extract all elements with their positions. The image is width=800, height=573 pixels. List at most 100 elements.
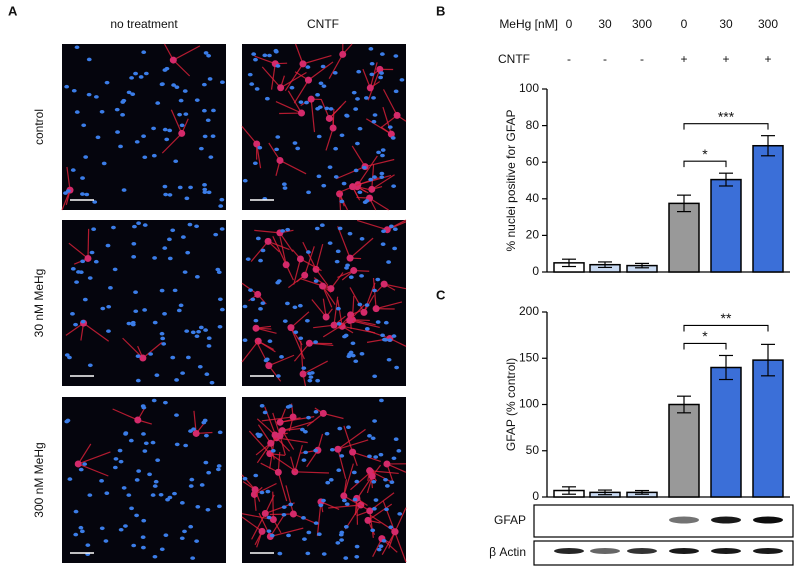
- error-bar: [719, 354, 733, 381]
- nucleus: [174, 378, 179, 382]
- cell-body: [253, 140, 261, 148]
- nucleus: [87, 493, 93, 497]
- nucleus: [320, 64, 326, 69]
- nucleus: [160, 336, 166, 341]
- cell-body: [376, 65, 384, 73]
- cell-process: [254, 229, 280, 234]
- nucleus: [111, 225, 116, 230]
- nucleus: [295, 146, 301, 151]
- nucleus: [140, 535, 146, 539]
- micrograph-bg: [62, 397, 226, 563]
- nucleus: [339, 199, 345, 204]
- nucleus: [104, 80, 110, 85]
- nucleus: [380, 148, 386, 152]
- error-bar: [635, 489, 649, 495]
- cell-process: [293, 258, 302, 285]
- nucleus: [217, 297, 223, 302]
- nucleus: [206, 336, 212, 340]
- nucleus: [371, 480, 377, 484]
- nucleus: [341, 181, 347, 186]
- cell-process: [256, 442, 272, 464]
- micrograph: [62, 397, 226, 563]
- nucleus: [287, 404, 293, 408]
- nucleus: [264, 357, 270, 362]
- nucleus: [387, 125, 393, 129]
- nucleus: [131, 543, 137, 548]
- cell-body: [346, 254, 354, 262]
- significance-bracket: [683, 123, 769, 130]
- nucleus: [350, 353, 356, 358]
- nucleus: [114, 107, 120, 112]
- nucleus: [375, 277, 381, 282]
- nucleus: [373, 455, 379, 459]
- nucleus: [316, 532, 322, 536]
- nucleus: [354, 479, 360, 484]
- nucleus: [379, 175, 385, 179]
- nucleus: [170, 228, 176, 233]
- nucleus: [153, 479, 159, 484]
- nucleus: [393, 54, 399, 58]
- nucleus: [164, 66, 170, 71]
- table-cell: +: [764, 52, 771, 66]
- cell-body: [380, 280, 388, 288]
- cell-body: [282, 261, 290, 269]
- blot-band: [590, 548, 620, 554]
- nucleus: [293, 330, 299, 334]
- nucleus: [83, 155, 89, 159]
- cell-body: [340, 492, 348, 500]
- nucleus: [174, 413, 179, 417]
- cell-process: [78, 451, 111, 465]
- cell-body: [319, 282, 327, 290]
- cell-process: [358, 475, 373, 496]
- table-cell: -: [603, 52, 607, 66]
- nucleus: [141, 545, 146, 550]
- nucleus: [180, 371, 186, 375]
- error-bar: [761, 343, 775, 377]
- nucleus: [185, 250, 191, 255]
- cell-process: [328, 54, 344, 80]
- cell-process: [272, 235, 287, 266]
- blot-band: [627, 548, 657, 554]
- cell-process: [335, 166, 366, 180]
- nucleus: [303, 429, 308, 434]
- cell-process: [343, 425, 354, 453]
- cell-process: [302, 54, 332, 65]
- nucleus: [196, 329, 202, 334]
- nucleus: [306, 530, 312, 535]
- nucleus: [201, 82, 207, 87]
- nucleus: [172, 491, 177, 496]
- nucleus: [267, 53, 272, 58]
- cell-body: [307, 95, 315, 103]
- cell-process: [261, 66, 282, 89]
- nucleus: [101, 161, 107, 166]
- nucleus: [188, 524, 194, 529]
- nucleus: [202, 134, 208, 139]
- cell-process: [367, 503, 393, 521]
- nucleus: [135, 354, 141, 358]
- nucleus: [199, 483, 205, 487]
- y-tick-label: 0: [532, 264, 539, 278]
- cell-process: [382, 89, 398, 116]
- cell-process: [337, 299, 343, 327]
- table-cell: 30: [598, 17, 612, 31]
- error-bar: [598, 489, 612, 496]
- nucleus: [389, 480, 395, 484]
- cell-process: [364, 158, 395, 168]
- nucleus: [391, 334, 397, 338]
- nucleus: [297, 303, 303, 308]
- nucleus: [217, 430, 223, 435]
- nucleus: [348, 275, 354, 279]
- cell-process: [281, 430, 295, 450]
- cell-process: [254, 55, 276, 65]
- nucleus: [203, 51, 209, 55]
- nucleus: [141, 134, 146, 138]
- nucleus: [106, 329, 111, 333]
- cell-process: [343, 463, 354, 497]
- nucleus: [64, 84, 70, 89]
- nucleus: [396, 449, 402, 453]
- cell-process: [315, 244, 324, 270]
- cell-body: [265, 362, 273, 370]
- panel-label: C: [436, 287, 446, 302]
- error-bar: [562, 258, 576, 268]
- nucleus: [89, 250, 95, 255]
